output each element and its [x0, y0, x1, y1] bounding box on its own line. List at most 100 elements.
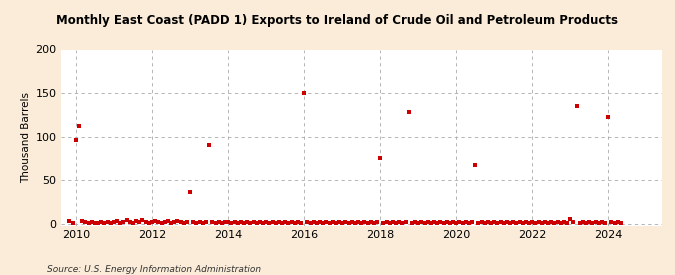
Point [359, 220, 370, 224]
Point [248, 220, 259, 224]
Point [251, 221, 262, 225]
Point [150, 219, 161, 223]
Point [144, 221, 155, 225]
Point [362, 221, 373, 225]
Point [216, 221, 227, 225]
Point [225, 221, 236, 225]
Point [324, 221, 335, 225]
Point [412, 221, 423, 225]
Point [258, 221, 269, 225]
Point [498, 221, 509, 225]
Point [277, 221, 288, 225]
Point [105, 221, 116, 225]
Point [153, 220, 164, 224]
Point [197, 221, 208, 225]
Point [219, 220, 230, 224]
Point [593, 221, 604, 225]
Point [163, 219, 173, 223]
Point [343, 221, 354, 225]
Point [115, 221, 126, 225]
Text: Monthly East Coast (PADD 1) Exports to Ireland of Crude Oil and Petroleum Produc: Monthly East Coast (PADD 1) Exports to I… [57, 14, 618, 27]
Point [574, 221, 585, 225]
Point [134, 220, 145, 224]
Point [245, 221, 256, 225]
Point [470, 163, 481, 167]
Point [489, 220, 500, 224]
Point [486, 221, 497, 225]
Point [111, 219, 122, 223]
Point [321, 220, 331, 224]
Point [466, 220, 477, 224]
Point [432, 221, 443, 225]
Point [267, 220, 278, 224]
Point [191, 221, 202, 225]
Point [612, 220, 623, 224]
Point [207, 220, 217, 224]
Point [302, 220, 313, 224]
Point [175, 220, 186, 224]
Point [86, 220, 97, 224]
Point [479, 221, 490, 225]
Point [239, 221, 250, 225]
Point [178, 221, 189, 225]
Point [340, 220, 350, 224]
Point [311, 221, 322, 225]
Point [616, 221, 626, 225]
Point [416, 220, 427, 224]
Point [477, 220, 487, 224]
Point [254, 220, 265, 224]
Point [425, 221, 436, 225]
Point [492, 221, 503, 225]
Point [286, 220, 297, 224]
Point [577, 220, 588, 224]
Point [472, 221, 483, 225]
Point [131, 219, 142, 223]
Point [587, 221, 597, 225]
Point [511, 221, 522, 225]
Point [580, 221, 591, 225]
Point [279, 220, 290, 224]
Point [333, 220, 344, 224]
Point [235, 220, 246, 224]
Point [429, 220, 439, 224]
Point [423, 220, 433, 224]
Point [352, 220, 363, 224]
Point [283, 221, 294, 225]
Point [524, 221, 535, 225]
Point [169, 220, 180, 224]
Point [223, 220, 234, 224]
Point [406, 221, 417, 225]
Point [397, 221, 408, 225]
Point [606, 220, 617, 224]
Point [96, 220, 107, 224]
Point [64, 219, 75, 223]
Point [549, 221, 560, 225]
Point [270, 221, 281, 225]
Point [591, 220, 601, 224]
Point [204, 143, 215, 148]
Point [292, 220, 303, 224]
Point [99, 221, 110, 225]
Point [463, 221, 474, 225]
Point [600, 221, 611, 225]
Point [232, 221, 243, 225]
Point [410, 220, 421, 224]
Point [546, 220, 557, 224]
Point [372, 220, 383, 224]
Point [502, 220, 512, 224]
Point [305, 221, 316, 225]
Point [194, 220, 205, 224]
Point [565, 217, 576, 222]
Point [118, 220, 129, 224]
Point [520, 220, 531, 224]
Point [514, 220, 525, 224]
Point [296, 221, 306, 225]
Point [109, 220, 119, 224]
Point [327, 220, 338, 224]
Point [242, 220, 252, 224]
Point [83, 221, 94, 225]
Point [530, 221, 541, 225]
Point [299, 91, 310, 95]
Point [375, 156, 385, 161]
Point [483, 220, 493, 224]
